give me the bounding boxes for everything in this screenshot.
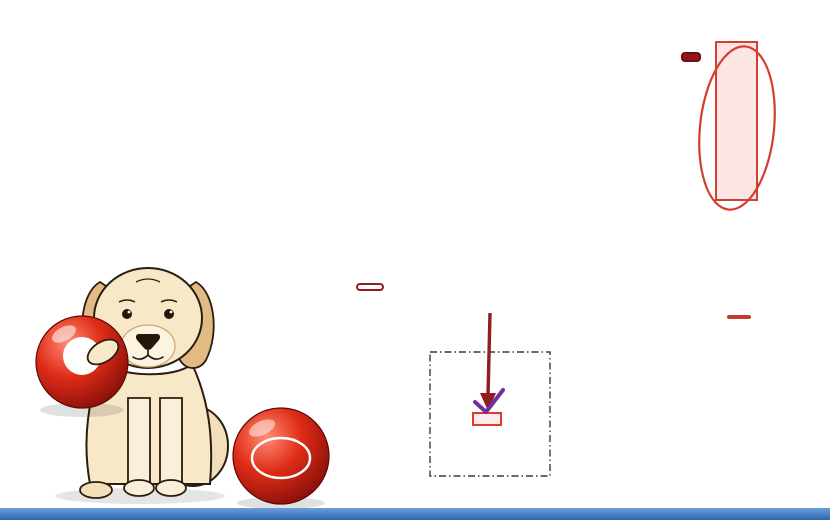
check-mark-icon	[473, 388, 505, 414]
buy-point-annotation-top	[681, 52, 701, 62]
legend-line-swatch	[727, 315, 751, 319]
buy-marker-box	[472, 412, 502, 426]
ball-120	[232, 407, 330, 509]
dog-illustration	[35, 267, 330, 509]
highlight-ellipse	[698, 45, 776, 211]
ball-3	[35, 315, 129, 417]
taskbar-strip	[0, 508, 830, 520]
highlight-rect	[715, 41, 758, 201]
buy-point-annotation-bottom	[356, 283, 384, 291]
annotation-arrow	[480, 312, 496, 411]
legend-120ma	[727, 315, 757, 319]
buy-zone-highlight	[698, 41, 776, 211]
